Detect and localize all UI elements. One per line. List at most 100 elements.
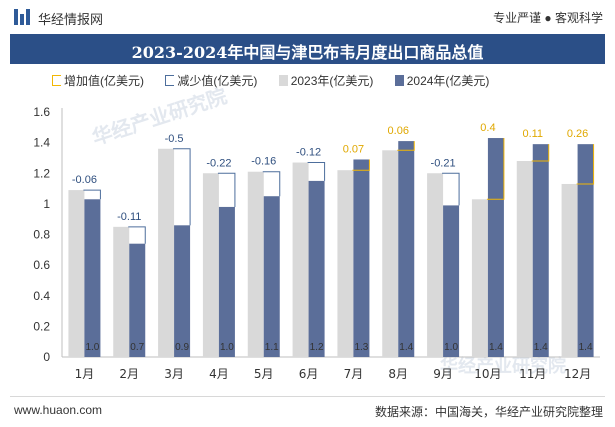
x-tick-label: 3月 bbox=[164, 367, 184, 381]
bar-2024 bbox=[398, 141, 415, 357]
data-label-2024: 0.9 bbox=[175, 342, 189, 353]
watermark: 华经产业研究院 bbox=[89, 84, 230, 150]
bar-2023 bbox=[292, 162, 309, 357]
change-label: -0.06 bbox=[72, 174, 97, 186]
change-label: -0.22 bbox=[206, 157, 231, 169]
bar-2024 bbox=[263, 196, 280, 357]
x-tick-label: 10月 bbox=[474, 367, 501, 381]
title-bar: 2023-2024年中国与津巴布韦月度出口商品总值 bbox=[10, 34, 605, 64]
change-label: -0.12 bbox=[296, 147, 321, 159]
decrease-bracket bbox=[83, 189, 101, 200]
data-label-2024: 1.0 bbox=[85, 342, 99, 353]
y-tick-label: 0.4 bbox=[33, 289, 50, 303]
logo-icon bbox=[14, 9, 32, 25]
bar-2023 bbox=[158, 148, 175, 357]
change-label: -0.5 bbox=[165, 133, 184, 145]
change-label: 0.26 bbox=[567, 128, 588, 140]
x-tick-label: 12月 bbox=[564, 367, 591, 381]
bar-2023 bbox=[337, 170, 354, 357]
bar-2024 bbox=[308, 180, 325, 357]
increase-swatch bbox=[52, 75, 61, 86]
decrease-bracket bbox=[217, 172, 236, 207]
brand-name: 华经情报网 bbox=[38, 12, 104, 27]
swatch-2024 bbox=[394, 75, 404, 86]
y-tick-label: 0 bbox=[43, 350, 50, 364]
chart-title: 2023-2024年中国与津巴布韦月度出口商品总值 bbox=[131, 43, 484, 62]
bar-2023 bbox=[68, 190, 85, 357]
legend-label-2023: 2023年(亿美元) bbox=[290, 74, 374, 88]
footer-source: 数据来源：中国海关，华经产业研究院整理 bbox=[374, 405, 603, 419]
bar-2024 bbox=[174, 225, 191, 357]
decrease-bracket bbox=[262, 171, 281, 197]
bar-2023 bbox=[202, 173, 219, 357]
increase-bracket bbox=[486, 138, 505, 200]
x-tick-label: 5月 bbox=[254, 367, 274, 381]
bar-chart: 华经产业研究院华经产业研究院00.20.40.60.811.21.41.6-0.… bbox=[33, 84, 600, 381]
bar-2023 bbox=[471, 199, 488, 357]
footer-url: www.huaon.com bbox=[14, 403, 103, 417]
data-label-2024: 1.0 bbox=[444, 342, 458, 353]
x-tick-label: 2月 bbox=[119, 367, 139, 381]
x-tick-label: 6月 bbox=[299, 367, 319, 381]
x-tick-label: 7月 bbox=[344, 367, 364, 381]
decrease-bracket bbox=[442, 172, 460, 206]
change-label: 0.07 bbox=[343, 143, 364, 155]
bar-2023 bbox=[516, 161, 533, 357]
data-label-2024: 1.2 bbox=[310, 342, 324, 353]
footer-divider bbox=[10, 396, 605, 397]
change-label: -0.16 bbox=[251, 156, 276, 168]
data-label-2024: 1.0 bbox=[220, 342, 234, 353]
legend: 增加值(亿美元) 减少值(亿美元) 2023年(亿美元) 2024年(亿美元) bbox=[52, 72, 507, 89]
y-tick-label: 0.6 bbox=[33, 258, 50, 272]
x-tick-label: 9月 bbox=[433, 367, 453, 381]
decrease-swatch bbox=[165, 75, 175, 86]
data-label-2024: 1.4 bbox=[534, 342, 548, 353]
y-tick-label: 1.4 bbox=[33, 136, 50, 150]
increase-bracket bbox=[531, 144, 550, 162]
bar-2024 bbox=[84, 199, 101, 357]
header-bar: 华经情报网 专业严谨 ● 客观科学 bbox=[0, 0, 615, 34]
bar-2023 bbox=[247, 171, 264, 357]
bar-2023 bbox=[382, 150, 399, 357]
tagline: 专业严谨 ● 客观科学 bbox=[493, 11, 603, 25]
bar-2023 bbox=[113, 226, 130, 357]
bar-2024 bbox=[129, 243, 146, 357]
bar-2023 bbox=[561, 183, 578, 357]
data-label-2024: 0.7 bbox=[130, 342, 144, 353]
decrease-bracket bbox=[173, 148, 191, 226]
data-label-2024: 1.4 bbox=[489, 342, 503, 353]
legend-label-increase: 增加值(亿美元) bbox=[64, 74, 144, 88]
change-label: 0.06 bbox=[388, 125, 409, 137]
data-label-2024: 1.4 bbox=[399, 342, 413, 353]
legend-item-2024: 2024年(亿美元) bbox=[394, 72, 490, 89]
bar-2023 bbox=[427, 173, 444, 357]
x-tick-label: 11月 bbox=[519, 367, 546, 381]
change-label: -0.21 bbox=[431, 157, 456, 169]
change-label: 0.4 bbox=[480, 122, 495, 134]
change-label: 0.11 bbox=[522, 128, 543, 140]
bar-2024 bbox=[487, 138, 504, 357]
bar-2024 bbox=[353, 159, 370, 357]
decrease-bracket bbox=[128, 226, 146, 244]
watermark: 华经产业研究院 bbox=[440, 355, 566, 377]
data-label-2024: 1.4 bbox=[579, 342, 593, 353]
y-tick-label: 1 bbox=[43, 197, 50, 211]
increase-bracket bbox=[397, 141, 415, 151]
y-tick-label: 0.2 bbox=[33, 319, 50, 333]
y-tick-label: 0.8 bbox=[33, 228, 50, 242]
bar-2024 bbox=[443, 205, 460, 357]
y-tick-label: 1.2 bbox=[33, 166, 50, 180]
legend-label-decrease: 减少值(亿美元) bbox=[177, 74, 258, 88]
legend-item-decrease: 减少值(亿美元) bbox=[165, 72, 257, 89]
increase-bracket bbox=[352, 159, 370, 171]
data-label-2024: 1.3 bbox=[354, 342, 368, 353]
bar-2024 bbox=[532, 144, 549, 357]
swatch-2023 bbox=[278, 75, 288, 86]
x-tick-label: 8月 bbox=[388, 367, 408, 381]
legend-item-increase: 增加值(亿美元) bbox=[52, 72, 144, 89]
bar-2024 bbox=[218, 206, 235, 357]
legend-label-2024: 2024年(亿美元) bbox=[406, 74, 490, 88]
bar-2024 bbox=[577, 144, 594, 357]
change-label: -0.11 bbox=[117, 211, 141, 223]
